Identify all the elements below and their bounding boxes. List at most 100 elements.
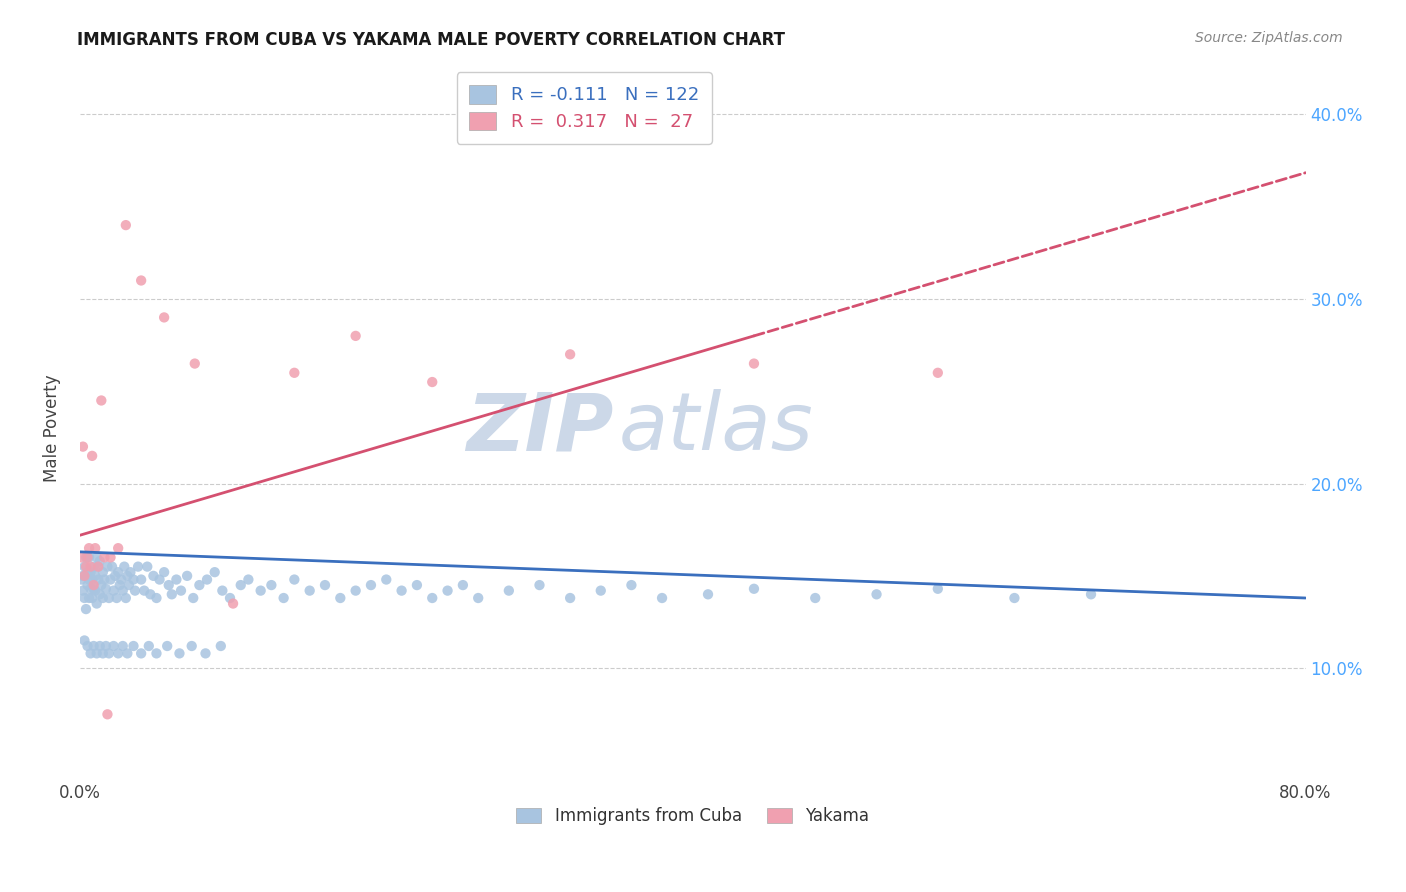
Point — [804, 591, 827, 605]
Point — [98, 591, 121, 605]
Point — [375, 573, 398, 587]
Point — [194, 647, 217, 661]
Point — [77, 573, 100, 587]
Point — [103, 583, 125, 598]
Point — [76, 639, 98, 653]
Point — [145, 591, 167, 605]
Point — [184, 357, 207, 371]
Point — [436, 583, 458, 598]
Point — [188, 578, 211, 592]
Point — [117, 569, 139, 583]
Point — [83, 639, 105, 653]
Legend: Immigrants from Cuba, Yakama: Immigrants from Cuba, Yakama — [508, 799, 877, 834]
Point — [742, 357, 765, 371]
Point — [79, 559, 101, 574]
Point — [89, 639, 111, 653]
Point — [209, 639, 232, 653]
Point — [529, 578, 551, 592]
Point — [181, 591, 204, 605]
Point — [87, 573, 110, 587]
Point — [75, 550, 97, 565]
Point — [91, 591, 114, 605]
Point — [76, 578, 98, 592]
Point — [118, 578, 141, 592]
Point — [86, 550, 108, 565]
Point — [84, 583, 107, 598]
Point — [76, 550, 98, 565]
Point — [72, 569, 94, 583]
Point — [129, 573, 152, 587]
Point — [219, 591, 242, 605]
Point — [229, 578, 252, 592]
Point — [145, 647, 167, 661]
Point — [72, 583, 94, 598]
Point — [107, 565, 129, 579]
Point — [283, 573, 305, 587]
Point — [93, 550, 115, 565]
Point — [467, 591, 489, 605]
Point — [391, 583, 413, 598]
Point — [94, 582, 117, 596]
Point — [420, 591, 443, 605]
Point — [742, 582, 765, 596]
Point — [73, 591, 96, 605]
Point — [87, 559, 110, 574]
Point — [927, 582, 949, 596]
Point — [122, 639, 145, 653]
Point — [329, 591, 352, 605]
Point — [108, 578, 131, 592]
Point — [157, 578, 180, 592]
Point — [222, 597, 245, 611]
Point — [94, 639, 117, 653]
Point — [91, 565, 114, 579]
Point — [79, 582, 101, 596]
Point — [298, 583, 321, 598]
Point — [82, 591, 104, 605]
Point — [153, 565, 176, 579]
Point — [238, 573, 260, 587]
Point — [589, 583, 612, 598]
Point — [84, 569, 107, 583]
Point — [87, 559, 110, 574]
Text: IMMIGRANTS FROM CUBA VS YAKAMA MALE POVERTY CORRELATION CHART: IMMIGRANTS FROM CUBA VS YAKAMA MALE POVE… — [77, 31, 786, 49]
Point — [165, 573, 187, 587]
Point — [129, 647, 152, 661]
Point — [73, 569, 96, 583]
Point — [1080, 587, 1102, 601]
Text: atlas: atlas — [619, 389, 814, 467]
Point — [86, 647, 108, 661]
Point — [93, 573, 115, 587]
Point — [114, 591, 136, 605]
Point — [100, 550, 122, 565]
Point — [1002, 591, 1025, 605]
Text: Source: ZipAtlas.com: Source: ZipAtlas.com — [1195, 31, 1343, 45]
Point — [211, 583, 233, 598]
Point — [139, 587, 162, 601]
Point — [103, 639, 125, 653]
Point — [927, 366, 949, 380]
Point — [101, 559, 124, 574]
Point — [180, 639, 202, 653]
Point — [83, 578, 105, 592]
Point — [84, 541, 107, 556]
Point — [138, 639, 160, 653]
Point — [107, 647, 129, 661]
Point — [105, 591, 128, 605]
Point — [169, 647, 191, 661]
Point — [86, 597, 108, 611]
Point — [89, 587, 111, 601]
Point — [170, 583, 193, 598]
Point — [104, 569, 127, 583]
Point — [114, 218, 136, 232]
Point — [283, 366, 305, 380]
Point — [142, 569, 165, 583]
Point — [360, 578, 382, 592]
Point — [451, 578, 474, 592]
Point — [697, 587, 720, 601]
Point — [314, 578, 336, 592]
Point — [77, 541, 100, 556]
Point — [153, 310, 176, 325]
Point — [77, 591, 100, 605]
Point — [122, 573, 145, 587]
Point — [344, 329, 367, 343]
